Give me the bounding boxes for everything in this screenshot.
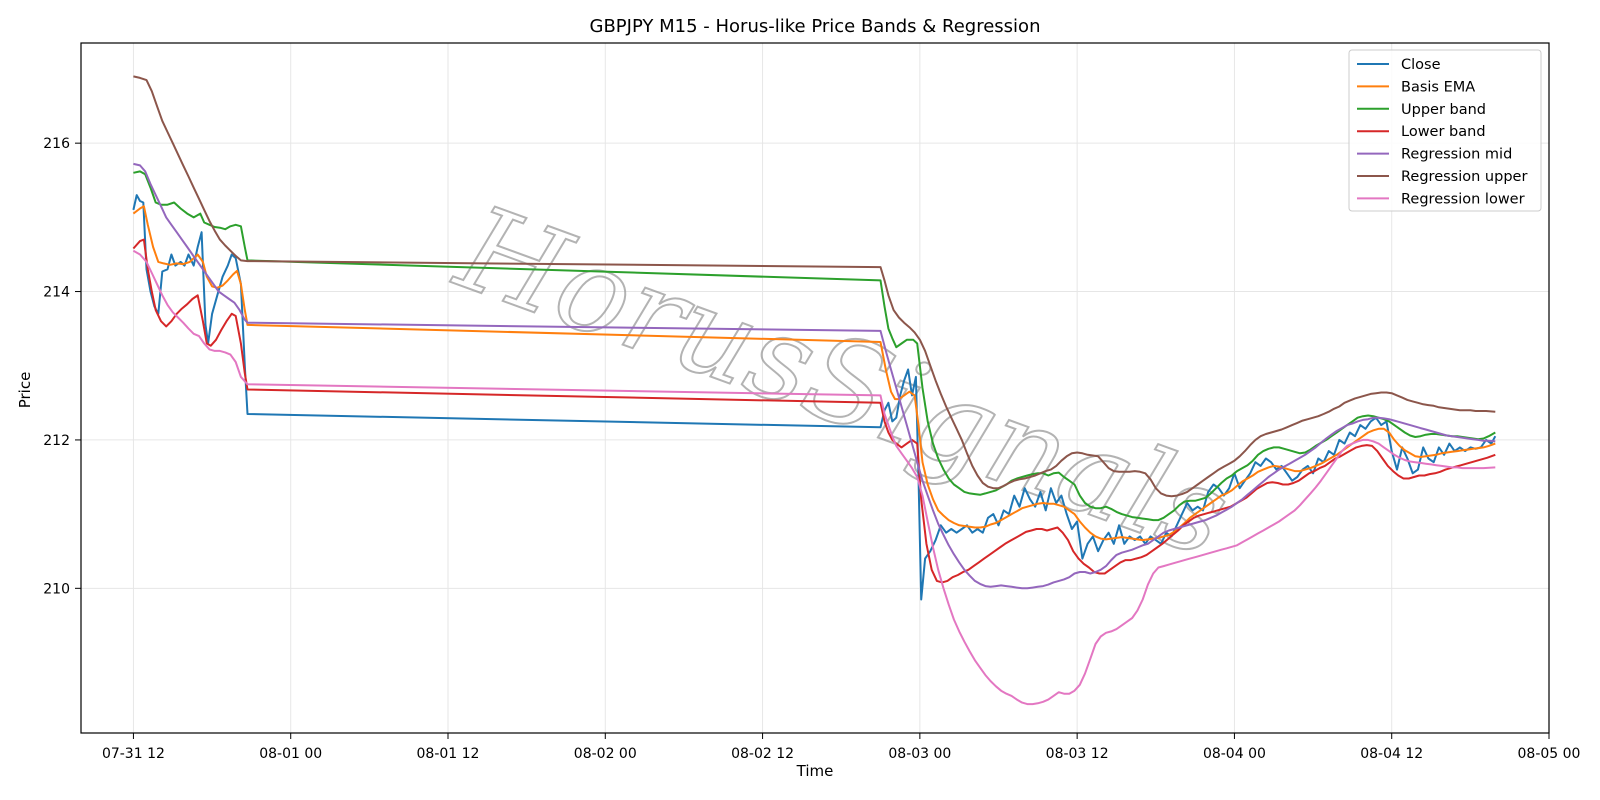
x-tick-label: 08-04 00 xyxy=(1203,746,1266,762)
y-axis-label: Price xyxy=(16,372,34,409)
x-tick-label: 08-02 12 xyxy=(731,746,794,762)
legend-label-close: Close xyxy=(1401,57,1441,73)
x-tick-label: 08-05 00 xyxy=(1518,746,1581,762)
x-axis-label: Time xyxy=(796,762,834,780)
x-tick-label: 08-03 00 xyxy=(888,746,951,762)
series-line-upper-band xyxy=(133,170,1496,522)
y-tick-label: 216 xyxy=(43,136,70,152)
y-axis: 210 212 214 216 xyxy=(43,136,81,597)
legend-label-upper-band: Upper band xyxy=(1401,102,1486,118)
y-tick-label: 214 xyxy=(43,285,70,301)
watermark-text: HorusSignals xyxy=(440,178,1246,584)
series-line-lower-band xyxy=(132,238,1496,584)
x-tick-label: 08-03 12 xyxy=(1046,746,1109,762)
y-tick-label: 210 xyxy=(43,581,70,597)
series-line-basis-ema xyxy=(132,205,1496,542)
legend-label-regression-mid: Regression mid xyxy=(1401,147,1512,163)
x-tick-label: 07-31 12 xyxy=(102,746,165,762)
chart-title: GBPJPY M15 - Horus-like Price Bands & Re… xyxy=(590,16,1041,37)
watermark: HorusSignals xyxy=(439,177,1247,585)
x-tick-label: 08-04 12 xyxy=(1360,746,1423,762)
plot-frame xyxy=(80,42,1550,734)
x-tick-label: 08-01 00 xyxy=(259,746,322,762)
series-lines xyxy=(132,75,1497,706)
legend-label-regression-lower: Regression lower xyxy=(1401,191,1525,207)
series-line-regression-mid xyxy=(133,162,1496,590)
y-tick-label: 212 xyxy=(43,433,70,449)
legend-label-lower-band: Lower band xyxy=(1401,124,1486,140)
x-axis: 07-31 12 08-01 00 08-01 12 08-02 00 08-02 12… xyxy=(102,733,1581,762)
grid xyxy=(81,43,1550,733)
series-line-close xyxy=(132,194,1497,601)
x-tick-label: 08-01 12 xyxy=(417,746,480,762)
x-tick-label: 08-02 00 xyxy=(574,746,637,762)
series-line-regression-upper xyxy=(133,75,1496,498)
legend-label-regression-upper: Regression upper xyxy=(1401,169,1527,185)
legend: Close Basis EMA Upper band Lower band Regres… xyxy=(1348,49,1542,212)
series-line-regression-lower xyxy=(132,249,1496,706)
legend-box xyxy=(1348,49,1542,212)
legend-label-basis-ema: Basis EMA xyxy=(1401,79,1475,95)
